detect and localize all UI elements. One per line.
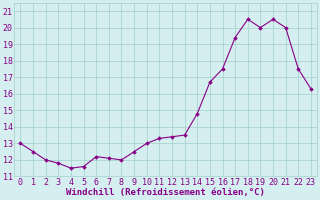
X-axis label: Windchill (Refroidissement éolien,°C): Windchill (Refroidissement éolien,°C) <box>66 188 265 197</box>
